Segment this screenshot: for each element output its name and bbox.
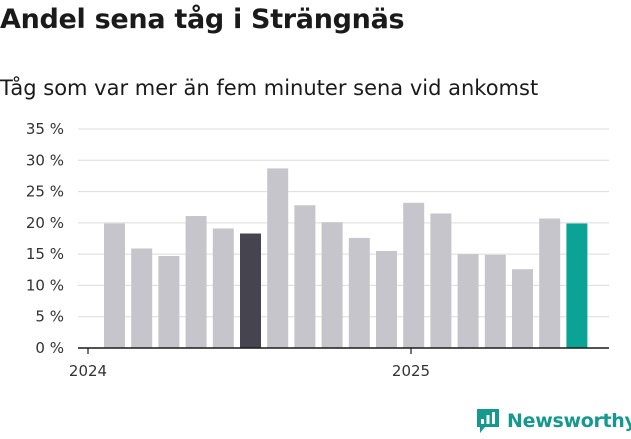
- bar: [484, 254, 506, 348]
- y-tick-label: 30 %: [26, 151, 64, 169]
- x-tick-label: 2024: [69, 362, 107, 380]
- y-tick-label: 10 %: [26, 276, 64, 294]
- bar: [267, 168, 289, 348]
- y-tick-label: 15 %: [26, 245, 64, 263]
- x-tick-label: 2025: [392, 362, 430, 380]
- bar: [539, 218, 561, 348]
- bar: [348, 237, 370, 348]
- bar: [457, 254, 479, 348]
- bar: [512, 269, 533, 348]
- newsworthy-logo-icon: [477, 409, 499, 433]
- bar: [321, 222, 343, 348]
- y-tick-label: 35 %: [26, 120, 64, 138]
- y-axis-ticks: 35 % 30 % 25 % 20 % 15 % 10 % 5 % 0 %: [26, 120, 64, 357]
- newsworthy-logo: Newsworthy: [475, 407, 631, 435]
- bar: [104, 223, 125, 348]
- bar: [403, 202, 425, 348]
- y-tick-label: 0 %: [35, 339, 64, 357]
- bar: [376, 251, 397, 348]
- brand-name: Newsworthy: [507, 410, 631, 432]
- bar: [212, 228, 234, 348]
- bars: [104, 168, 588, 348]
- bar: [294, 205, 316, 348]
- chart-title: Andel sena tåg i Strängnäs: [0, 4, 405, 35]
- chart-subtitle: Tåg som var mer än fem minuter sena vid …: [0, 76, 539, 100]
- bar: [430, 213, 452, 348]
- y-tick-label: 20 %: [26, 214, 64, 232]
- bar: [131, 248, 153, 348]
- bar: [158, 256, 180, 348]
- x-axis: 2024 2025: [69, 347, 609, 380]
- bar: [185, 216, 207, 348]
- y-tick-label: 25 %: [26, 183, 64, 201]
- bar: [566, 223, 588, 348]
- bar: [240, 233, 261, 348]
- y-tick-label: 5 %: [35, 308, 64, 326]
